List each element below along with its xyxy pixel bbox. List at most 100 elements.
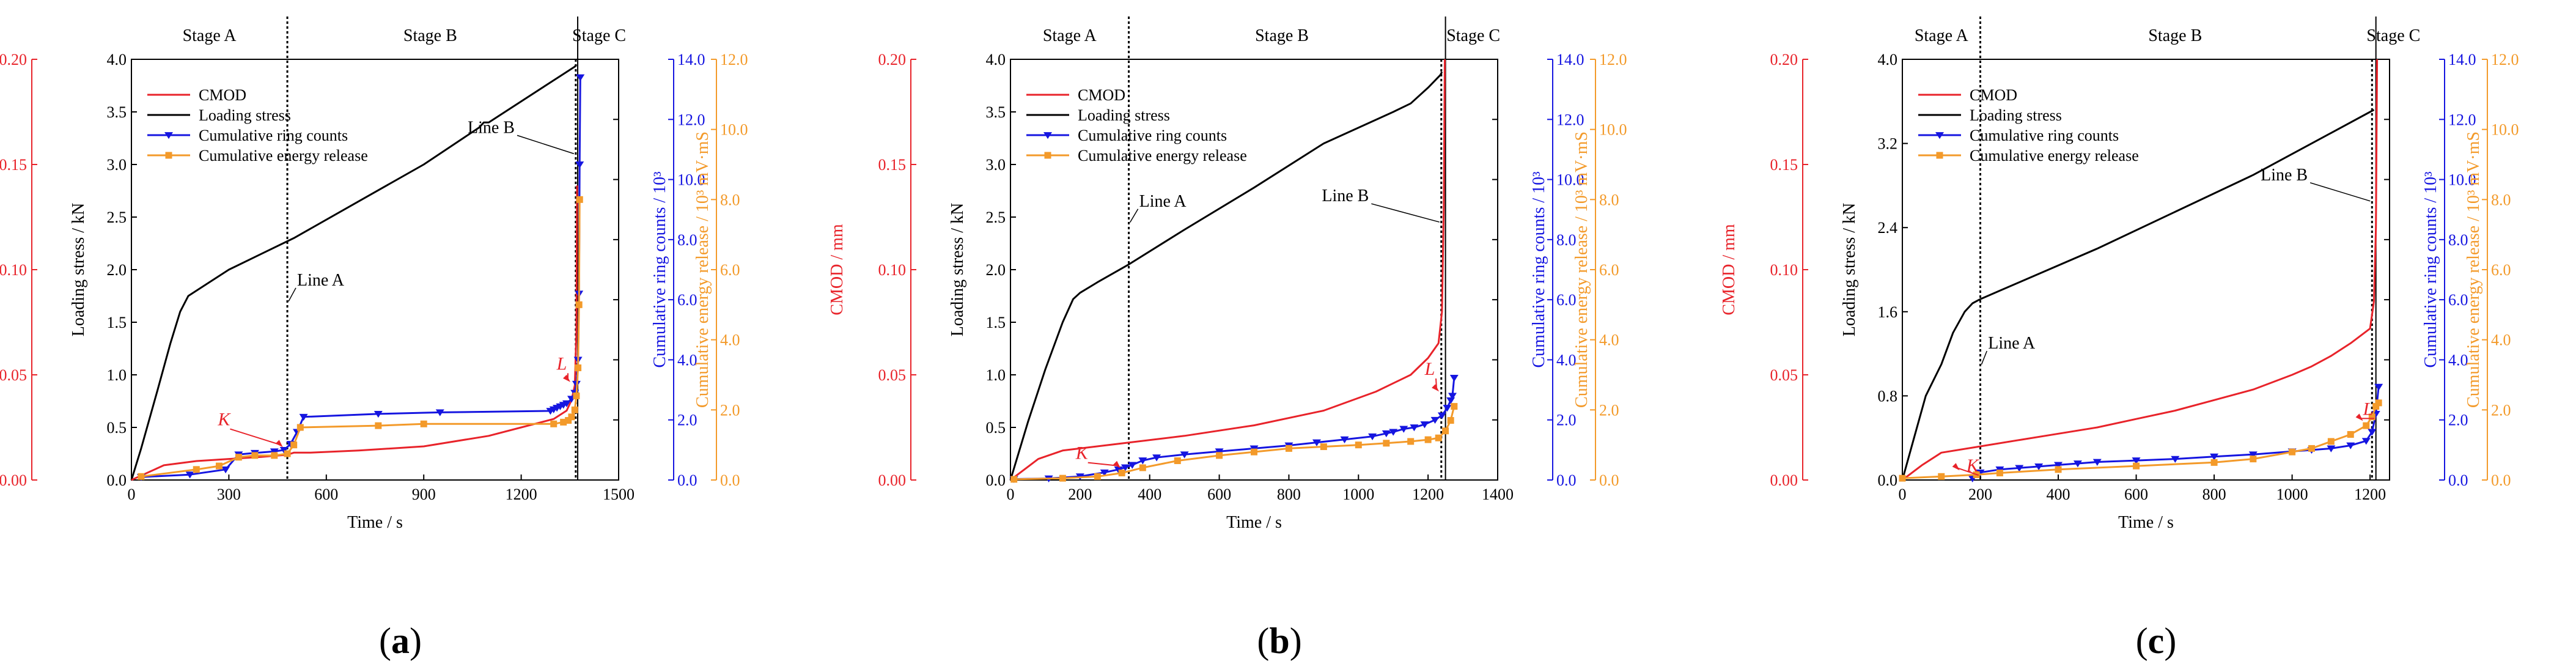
- cumulative-energy-release-point: [1383, 440, 1390, 447]
- x-tick-label: 0: [1899, 486, 1907, 503]
- legend-label: Loading stress: [199, 106, 291, 124]
- stage-a-label: Stage A: [1915, 26, 1969, 45]
- cumulative-ring-counts-point: [270, 448, 279, 456]
- cumulative-ring-counts-point: [2346, 442, 2355, 449]
- stress-axis-title: Loading stress / kN: [69, 203, 88, 337]
- x-tick-label: 1000: [2276, 486, 2308, 503]
- cumulative-energy-release-point: [215, 462, 223, 470]
- cumulative-energy-release-point: [1447, 417, 1454, 424]
- energy-tick-label: 10.0: [1599, 121, 1627, 139]
- cumulative-ring-counts-point: [1389, 429, 1398, 436]
- energy-tick-label: 2.0: [2491, 401, 2511, 419]
- cumulative-energy-release-point: [193, 466, 200, 473]
- ring-tick-label: 2.0: [677, 412, 697, 429]
- energy-tick-label: 4.0: [1599, 331, 1619, 349]
- cmod-tick-label: 0.10: [878, 261, 907, 279]
- cumulative-ring-counts-point: [1340, 436, 1349, 443]
- stress-tick-label: 0.0: [1878, 471, 1898, 489]
- line-a-pointer: [1981, 350, 1987, 365]
- stress-tick-label: 4.0: [986, 51, 1006, 68]
- cmod-axis-title: CMOD / mm: [828, 224, 847, 316]
- stress-axis-title: Loading stress / kN: [1840, 203, 1859, 337]
- ring-tick-label: 2.0: [1556, 412, 1577, 429]
- point-k-label: K: [1966, 456, 1980, 476]
- ring-tick-label: 12.0: [2448, 111, 2476, 128]
- stress-tick-label: 3.2: [1878, 135, 1898, 153]
- cumulative-ring-counts-point: [1180, 451, 1189, 459]
- cumulative-ring-counts-point: [1215, 448, 1224, 456]
- energy-tick-label: 8.0: [720, 191, 740, 209]
- cumulative-energy-release-point: [1094, 473, 1101, 480]
- x-tick-label: 1500: [603, 486, 635, 503]
- point-l-label: L: [556, 353, 567, 374]
- cmod-tick-label: 0.10: [0, 261, 27, 279]
- point-k-label: K: [217, 410, 231, 430]
- x-tick-label: 200: [1068, 486, 1092, 503]
- ring-axis-title: Cumulative ring counts / 10³: [650, 171, 669, 367]
- cumulative-ring-counts-point: [2327, 445, 2336, 452]
- energy-tick-label: 12.0: [720, 51, 748, 68]
- cumulative-energy-release-point: [576, 196, 583, 203]
- legend-marker: [1044, 152, 1051, 159]
- energy-tick-label: 8.0: [2491, 191, 2511, 209]
- stress-tick-label: 2.0: [986, 261, 1006, 279]
- stage-b-label: Stage B: [403, 26, 457, 45]
- energy-tick-label: 2.0: [1599, 401, 1619, 419]
- ring-tick-label: 2.0: [2448, 412, 2468, 429]
- ring-tick-label: 4.0: [1556, 351, 1577, 369]
- loading-stress-line: [1009, 71, 1443, 481]
- stage-c-label: Stage C: [572, 26, 626, 45]
- stage-c-label: Stage C: [1446, 26, 1500, 45]
- cmod-tick-label: 0.20: [1770, 51, 1798, 68]
- stress-tick-label: 1.5: [107, 314, 127, 331]
- cumulative-ring-counts-point: [2361, 438, 2371, 445]
- x-axis-title: Time / s: [1226, 513, 1282, 532]
- cumulative-ring-counts-point: [1399, 426, 1408, 433]
- cumulative-ring-counts-point: [1443, 405, 1452, 412]
- line-b-label: Line B: [2261, 166, 2308, 185]
- point-k-arrow: [1087, 462, 1119, 467]
- stress-tick-label: 2.5: [986, 209, 1006, 226]
- stress-tick-label: 2.4: [1878, 219, 1898, 237]
- cumulative-energy-release-point: [575, 301, 583, 308]
- line-b-pointer: [517, 135, 575, 155]
- cmod-tick-label: 0.15: [878, 156, 907, 174]
- panel-label-c: (c): [2136, 621, 2177, 661]
- cumulative-ring-counts-point: [374, 410, 383, 418]
- energy-axis-title: Cumulative energy release / 10³ mV·mS: [693, 131, 712, 408]
- cumulative-ring-counts-point: [1976, 469, 1985, 477]
- energy-tick-label: 4.0: [720, 331, 740, 349]
- cmod-tick-label: 0.15: [0, 156, 27, 174]
- cumulative-ring-counts-point: [562, 400, 571, 407]
- x-tick-label: 1200: [1412, 486, 1444, 503]
- energy-tick-label: 0.0: [720, 471, 740, 489]
- cumulative-energy-release-point: [571, 406, 578, 413]
- cumulative-ring-counts-point: [1448, 393, 1457, 400]
- x-tick-label: 600: [1207, 486, 1231, 503]
- cumulative-energy-release-point: [1216, 452, 1223, 459]
- ring-tick-label: 6.0: [2448, 291, 2468, 309]
- cumulative-ring-counts-point: [185, 471, 194, 479]
- stress-tick-label: 3.0: [986, 156, 1006, 174]
- ring-tick-label: 8.0: [677, 231, 697, 249]
- energy-tick-label: 2.0: [720, 401, 740, 419]
- loading-stress-line: [130, 64, 578, 481]
- cumulative-energy-release-point: [560, 418, 567, 426]
- x-tick-label: 1200: [506, 486, 537, 503]
- loading-stress-line: [1901, 109, 2375, 481]
- ring-tick-label: 6.0: [1556, 291, 1577, 309]
- cumulative-ring-counts-point: [576, 74, 585, 81]
- line-a-pointer: [288, 287, 296, 302]
- point-k-arrow: [1957, 467, 1979, 476]
- legend-marker: [165, 152, 172, 159]
- panel-label-a: (a): [379, 621, 422, 661]
- cumulative-energy-release-point: [1899, 474, 1906, 482]
- point-l-arrowhead: [562, 374, 570, 382]
- point-l-arrowhead: [1432, 384, 1440, 392]
- cumulative-ring-counts-point: [1382, 430, 1391, 438]
- ring-tick-label: 14.0: [2448, 51, 2476, 68]
- line-a-pointer: [1129, 209, 1139, 223]
- cmod-line: [1902, 59, 2379, 481]
- legend-label: Cumulative ring counts: [199, 127, 348, 144]
- panel-b: 0 200 400 600 800 1000 1200 1400 Time / s 0.0 0.5 1…: [828, 17, 1627, 532]
